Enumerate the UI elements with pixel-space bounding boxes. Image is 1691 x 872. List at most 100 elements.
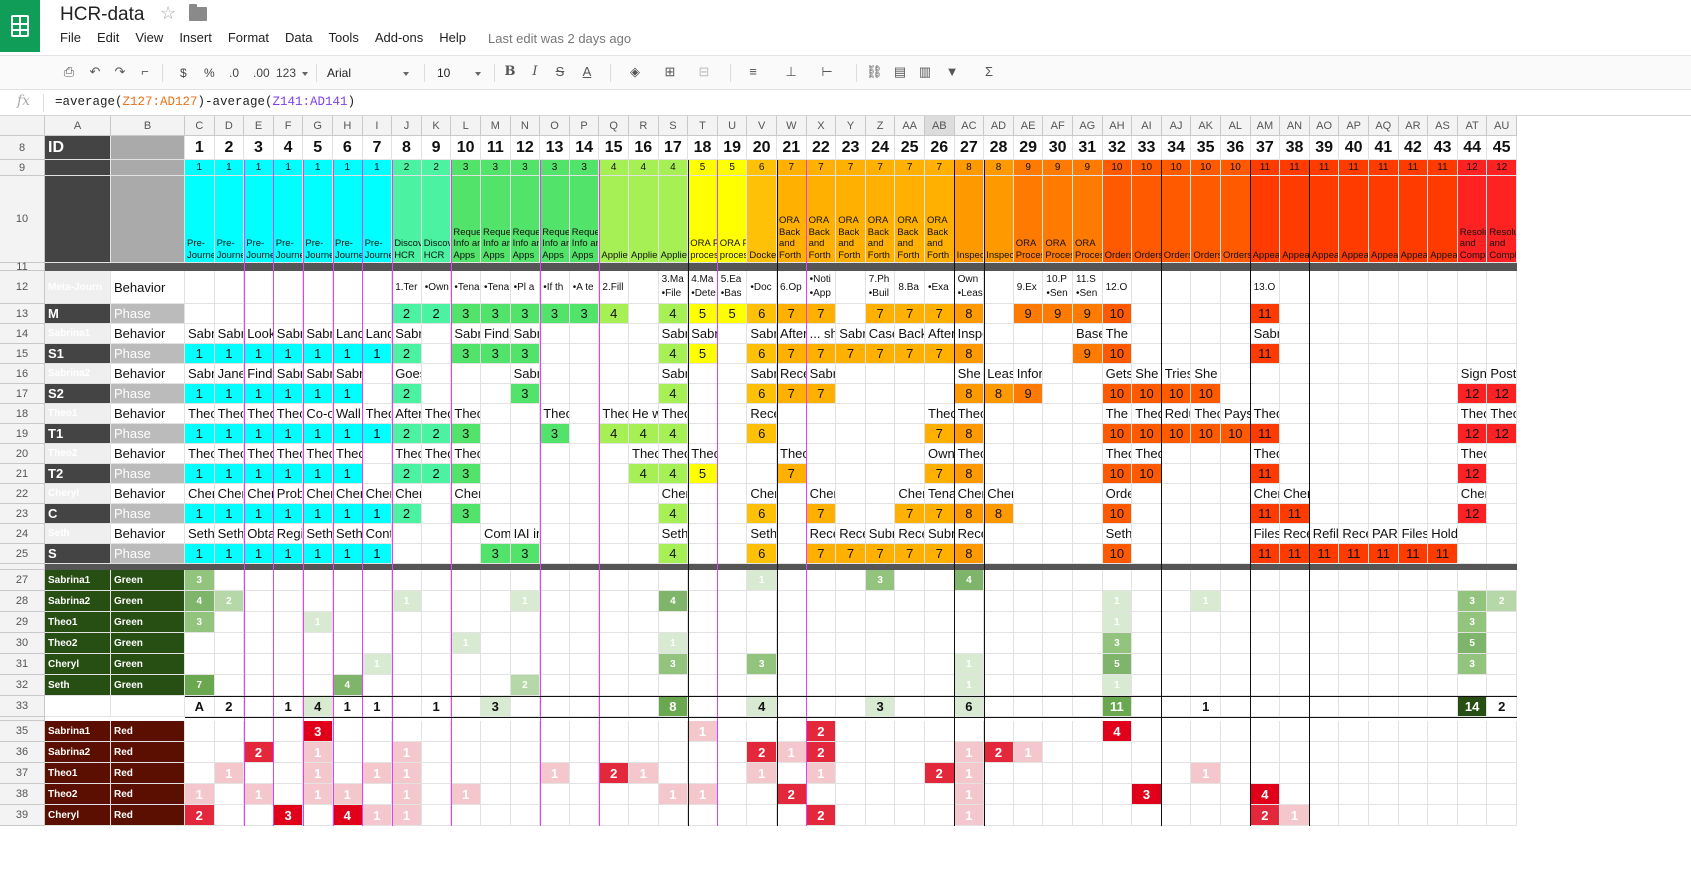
cell[interactable] (1191, 633, 1221, 654)
cell[interactable]: 1 (1102, 675, 1133, 696)
cell[interactable] (1013, 784, 1044, 805)
column-header[interactable]: I (362, 116, 393, 136)
column-header[interactable]: H (333, 116, 363, 136)
cell[interactable] (1221, 591, 1251, 612)
cell[interactable]: Inspection (954, 176, 985, 263)
cell[interactable] (244, 675, 274, 696)
cell[interactable] (717, 784, 748, 805)
cell[interactable]: 13.O (1250, 271, 1281, 304)
cell[interactable] (1428, 304, 1458, 324)
cell[interactable] (1428, 444, 1458, 464)
italic-icon[interactable]: I (532, 64, 538, 79)
cell[interactable] (273, 654, 304, 675)
cell[interactable] (1221, 344, 1251, 364)
cell[interactable]: Gets (1102, 364, 1133, 384)
cell[interactable] (777, 544, 807, 564)
cell[interactable]: •A te (569, 271, 600, 304)
cell[interactable] (717, 364, 748, 384)
cell[interactable] (1043, 742, 1073, 763)
document-title[interactable]: HCR-data (60, 4, 145, 25)
cell[interactable] (569, 464, 600, 484)
cell[interactable]: 7 (777, 384, 807, 404)
cell[interactable] (303, 591, 333, 612)
cell[interactable]: Applies (658, 176, 689, 263)
column-header[interactable]: AI (1132, 116, 1162, 136)
strikethrough-icon[interactable]: S (555, 64, 565, 79)
cell[interactable] (1043, 633, 1073, 654)
cell[interactable] (569, 344, 600, 364)
cell[interactable]: 4 (658, 424, 689, 444)
cell[interactable] (1398, 464, 1429, 484)
cell[interactable] (1487, 484, 1517, 504)
cell[interactable] (510, 612, 541, 633)
column-header[interactable]: AB (925, 116, 955, 136)
cell[interactable]: Co-o (303, 404, 333, 424)
cell[interactable]: 1 (392, 591, 422, 612)
cell[interactable] (1369, 364, 1399, 384)
cell[interactable] (451, 675, 481, 696)
cell[interactable] (747, 444, 777, 464)
font-size-dropdown[interactable]: 10 (436, 62, 486, 84)
cell[interactable] (806, 404, 837, 424)
cell[interactable] (688, 742, 718, 763)
cell[interactable] (1073, 612, 1103, 633)
cell[interactable] (510, 696, 541, 717)
column-header[interactable]: AO (1309, 116, 1340, 136)
cell[interactable]: 1 (362, 654, 393, 675)
cell[interactable] (984, 654, 1014, 675)
column-header[interactable]: AJ (1161, 116, 1192, 136)
cell[interactable] (1161, 324, 1192, 344)
cell[interactable]: 4 (333, 805, 363, 826)
menu-help[interactable]: Help (439, 30, 466, 45)
cell[interactable] (599, 805, 629, 826)
cell[interactable] (1369, 424, 1399, 444)
cell[interactable]: •Exa (925, 271, 955, 304)
cell[interactable] (895, 633, 925, 654)
cell[interactable] (569, 544, 600, 564)
cell[interactable]: She (1191, 364, 1221, 384)
cell[interactable] (540, 721, 570, 742)
cell[interactable] (185, 271, 215, 304)
cell[interactable] (658, 721, 689, 742)
row-label[interactable]: Seth (45, 675, 111, 696)
cell[interactable]: 3 (273, 805, 304, 826)
cell[interactable] (865, 612, 896, 633)
cell[interactable]: 1 (747, 763, 777, 784)
cell[interactable] (1013, 544, 1044, 564)
cell[interactable]: 6 (747, 424, 777, 444)
row-header[interactable]: 37 (0, 763, 45, 784)
cell[interactable]: 7 (865, 160, 896, 176)
cell[interactable]: 21 (777, 136, 807, 160)
cell[interactable] (1073, 721, 1103, 742)
row-type[interactable]: Phase (111, 304, 185, 324)
cell[interactable]: Theo (244, 404, 274, 424)
cell[interactable]: 5 (688, 304, 718, 324)
cell[interactable] (1487, 675, 1517, 696)
cell[interactable] (392, 570, 422, 591)
cell[interactable]: •Pl a (510, 271, 541, 304)
cell[interactable]: 2 (392, 504, 422, 524)
row-header[interactable]: 8 (0, 136, 45, 160)
row-header[interactable] (0, 717, 45, 721)
cell[interactable] (303, 805, 333, 826)
cell[interactable] (777, 591, 807, 612)
cell[interactable]: 4 (629, 424, 659, 444)
cell[interactable]: Sabr (747, 364, 777, 384)
filter-icon[interactable]: ▼ (945, 64, 959, 79)
cell[interactable] (1221, 612, 1251, 633)
cell[interactable]: Theo (362, 404, 393, 424)
cell[interactable]: 1 (273, 544, 304, 564)
percent-format-button[interactable]: % (204, 66, 215, 80)
cell[interactable] (895, 591, 925, 612)
cell[interactable]: 1 (185, 544, 215, 564)
cell[interactable] (629, 633, 659, 654)
cell[interactable]: 11 (1339, 160, 1369, 176)
cell[interactable]: 11 (1428, 160, 1458, 176)
cell[interactable] (421, 654, 452, 675)
cell[interactable]: 7 (777, 344, 807, 364)
cell[interactable] (1161, 504, 1192, 524)
cell[interactable]: 12 (1457, 424, 1488, 444)
column-header[interactable]: U (717, 116, 748, 136)
row-type[interactable]: Behavior (111, 271, 185, 304)
cell[interactable] (688, 504, 718, 524)
